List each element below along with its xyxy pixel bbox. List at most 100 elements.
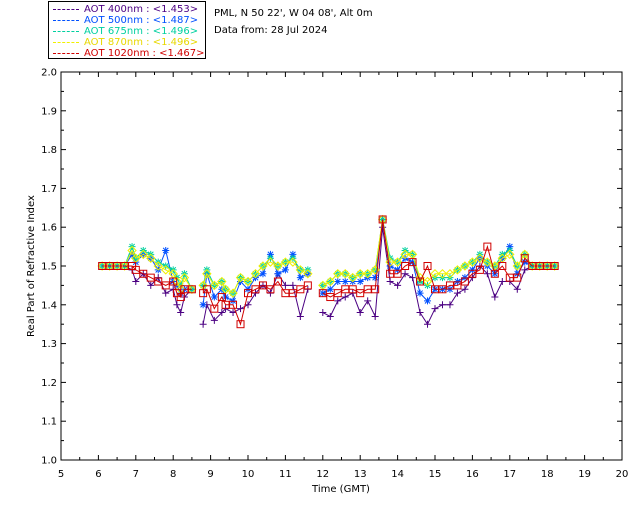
data-point [416, 277, 425, 286]
data-point [132, 278, 140, 286]
data-point [513, 273, 522, 282]
data-point [423, 262, 432, 270]
data-point [379, 223, 387, 231]
data-point [452, 265, 463, 275]
legend-swatch [53, 20, 79, 21]
x-tick-label: 18 [541, 469, 554, 480]
data-point [319, 309, 327, 317]
data-point [303, 269, 313, 279]
legend-label: AOT 675nm : <1.496> [84, 26, 199, 37]
data-point [467, 257, 478, 267]
data-point [393, 269, 402, 278]
data-point [289, 250, 297, 258]
data-point [446, 301, 454, 309]
y-tick-label: 1.6 [41, 223, 57, 234]
data-point [319, 289, 327, 297]
data-point [371, 285, 380, 294]
legend: AOT 400nm : <1.453> AOT 500nm : <1.487> … [48, 1, 206, 59]
legend-label: AOT 500nm : <1.487> [84, 15, 199, 26]
x-tick-label: 7 [133, 469, 139, 480]
data-point [483, 270, 491, 278]
data-point [199, 301, 207, 309]
legend-label: AOT 400nm : <1.453> [84, 4, 199, 15]
data-point [385, 257, 395, 267]
data-point [453, 289, 461, 297]
legend-swatch [53, 9, 79, 10]
y-tick-label: 1.3 [41, 339, 57, 350]
y-axis-label: Real Part of Refractive Index [26, 195, 37, 337]
data-point [153, 261, 163, 271]
data-point [341, 293, 349, 301]
x-tick-label: 17 [503, 469, 516, 480]
data-point [202, 285, 211, 294]
data-point [266, 285, 275, 294]
data-point [296, 312, 304, 320]
y-tick-label: 1.9 [41, 106, 57, 117]
data-point [430, 269, 440, 279]
data-point [210, 293, 218, 301]
data-point [364, 297, 372, 305]
data-point [237, 305, 245, 313]
data-point [334, 278, 342, 286]
series-aot-400nm [98, 223, 559, 328]
data-point [295, 265, 306, 275]
data-point [229, 300, 238, 309]
x-tick-label: 8 [170, 469, 176, 480]
data-point [161, 265, 171, 275]
data-point [199, 320, 207, 328]
data-point [334, 297, 342, 305]
data-point [289, 281, 297, 289]
x-tick-label: 14 [391, 469, 404, 480]
x-axis-label: Time (GMT) [311, 484, 370, 495]
data-point [217, 276, 227, 287]
data-point [235, 272, 246, 283]
data-point [147, 281, 155, 289]
data-point [209, 280, 220, 291]
data-point [266, 250, 274, 258]
legend-label: AOT 870nm : <1.496> [84, 37, 199, 48]
data-point [521, 266, 529, 274]
data-point [281, 266, 289, 274]
legend-swatch [53, 53, 79, 54]
series-line [102, 265, 192, 298]
data-point [498, 278, 506, 286]
data-point [424, 297, 432, 305]
data-point [288, 257, 298, 267]
site-info: PML, N 50 22', W 04 08', Alt 0m [214, 8, 373, 19]
data-point [512, 261, 522, 271]
series-line [202, 272, 309, 325]
x-tick-label: 6 [95, 469, 101, 480]
x-tick-label: 12 [316, 469, 329, 480]
series-line [322, 227, 555, 326]
data-point [431, 305, 439, 313]
y-tick-label: 1.2 [41, 378, 57, 389]
data-point [461, 285, 469, 293]
data-point [416, 289, 424, 297]
data-point [475, 253, 485, 263]
data-point [333, 269, 343, 279]
date-info: Data from: 28 Jul 2024 [214, 25, 328, 36]
data-point [265, 257, 276, 267]
data-point [513, 285, 521, 293]
axes-layer: 5 6 7 8 9 10 11 12 13 14 15 16 17 18 19 20 1.0 1.1 1.2 1.3 1… [41, 68, 628, 481]
data-point [394, 281, 402, 289]
data-point [304, 270, 312, 278]
data-point [371, 312, 379, 320]
data-point [482, 257, 493, 267]
data-point [520, 254, 529, 263]
x-tick-label: 13 [354, 469, 367, 480]
data-point [460, 277, 469, 286]
data-point [490, 269, 499, 278]
data-point [460, 261, 470, 271]
x-tick-label: 10 [242, 469, 255, 480]
data-point [409, 274, 417, 282]
data-point [355, 269, 365, 279]
data-point [202, 269, 212, 279]
data-point [491, 293, 499, 301]
data-point [400, 249, 410, 260]
y-tick-label: 2.0 [41, 68, 57, 79]
data-point [250, 269, 261, 279]
data-point [483, 242, 492, 251]
data-point [445, 269, 455, 279]
data-point [236, 320, 245, 329]
